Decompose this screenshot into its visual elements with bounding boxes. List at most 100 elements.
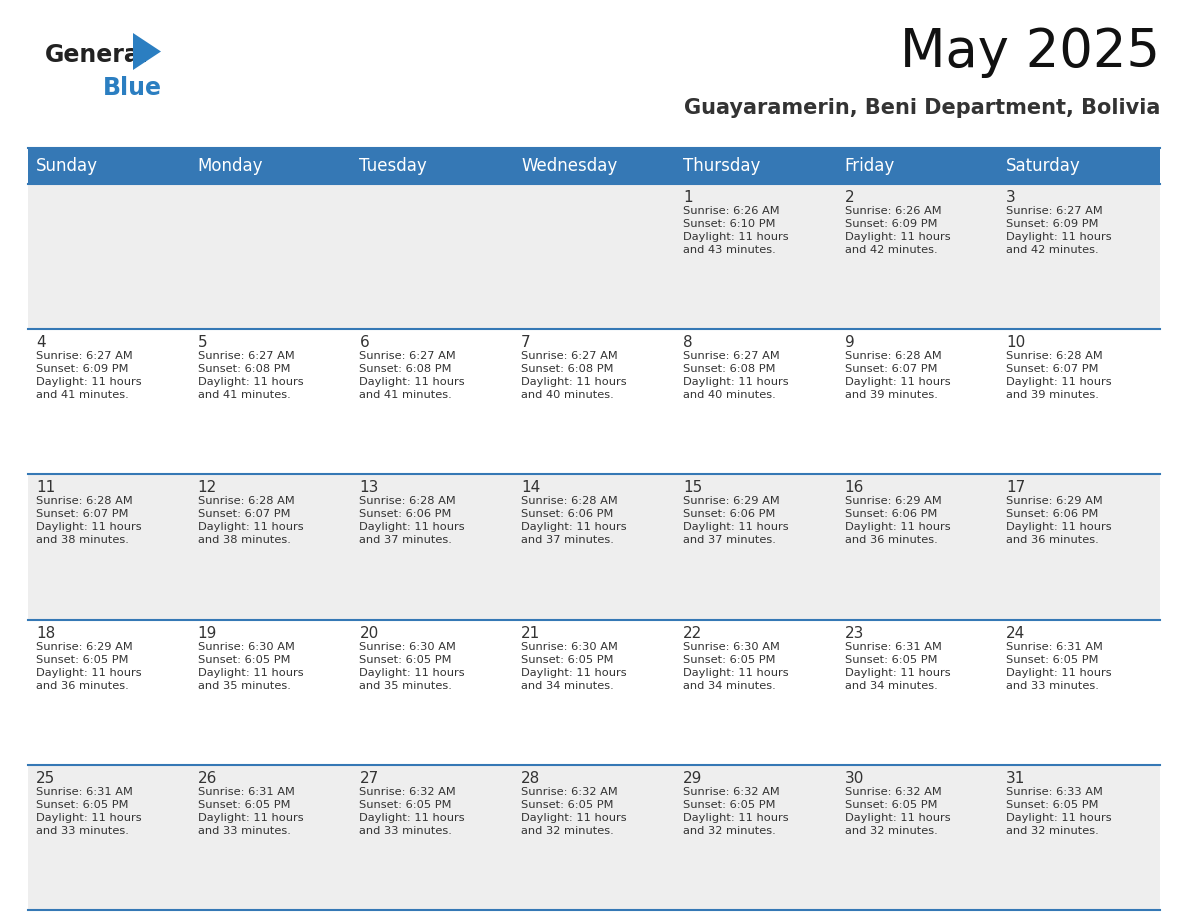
Text: Sunset: 6:06 PM: Sunset: 6:06 PM: [845, 509, 937, 520]
Text: 6: 6: [360, 335, 369, 350]
Text: Sunday: Sunday: [36, 157, 97, 175]
Text: Sunrise: 6:27 AM: Sunrise: 6:27 AM: [683, 352, 779, 361]
Text: 26: 26: [197, 771, 217, 786]
Text: Daylight: 11 hours: Daylight: 11 hours: [197, 377, 303, 387]
Bar: [29, 330, 190, 475]
Text: 14: 14: [522, 480, 541, 496]
Text: and 33 minutes.: and 33 minutes.: [36, 826, 128, 835]
Text: and 34 minutes.: and 34 minutes.: [845, 680, 937, 690]
Text: Sunrise: 6:28 AM: Sunrise: 6:28 AM: [845, 352, 941, 361]
Text: Sunset: 6:05 PM: Sunset: 6:05 PM: [683, 655, 776, 665]
Text: and 42 minutes.: and 42 minutes.: [845, 245, 937, 255]
Text: 11: 11: [36, 480, 56, 496]
Bar: [352, 765, 513, 910]
Text: Daylight: 11 hours: Daylight: 11 hours: [522, 377, 627, 387]
Bar: [998, 475, 1159, 620]
Text: Daylight: 11 hours: Daylight: 11 hours: [36, 377, 141, 387]
Text: 25: 25: [36, 771, 56, 786]
Bar: [29, 475, 190, 620]
Text: 31: 31: [1006, 771, 1025, 786]
Text: 24: 24: [1006, 625, 1025, 641]
Text: Sunset: 6:08 PM: Sunset: 6:08 PM: [683, 364, 776, 375]
Text: and 38 minutes.: and 38 minutes.: [197, 535, 291, 545]
Bar: [352, 330, 513, 475]
Text: Sunrise: 6:30 AM: Sunrise: 6:30 AM: [522, 642, 618, 652]
Text: Sunrise: 6:27 AM: Sunrise: 6:27 AM: [522, 352, 618, 361]
Text: Daylight: 11 hours: Daylight: 11 hours: [845, 522, 950, 532]
Bar: [513, 330, 675, 475]
Text: Sunrise: 6:29 AM: Sunrise: 6:29 AM: [845, 497, 941, 507]
Text: and 32 minutes.: and 32 minutes.: [522, 826, 614, 835]
Bar: [190, 330, 352, 475]
Text: and 33 minutes.: and 33 minutes.: [197, 826, 291, 835]
Text: Sunrise: 6:28 AM: Sunrise: 6:28 AM: [1006, 352, 1102, 361]
Text: Daylight: 11 hours: Daylight: 11 hours: [360, 522, 465, 532]
Text: May 2025: May 2025: [901, 26, 1159, 78]
Text: Daylight: 11 hours: Daylight: 11 hours: [1006, 812, 1112, 823]
Text: Sunset: 6:09 PM: Sunset: 6:09 PM: [36, 364, 128, 375]
Bar: [836, 184, 998, 330]
Text: and 39 minutes.: and 39 minutes.: [845, 390, 937, 400]
Text: Sunrise: 6:31 AM: Sunrise: 6:31 AM: [845, 642, 941, 652]
Text: Sunrise: 6:31 AM: Sunrise: 6:31 AM: [1006, 642, 1104, 652]
Bar: [675, 184, 836, 330]
Text: and 32 minutes.: and 32 minutes.: [1006, 826, 1099, 835]
Bar: [675, 765, 836, 910]
Text: Sunset: 6:07 PM: Sunset: 6:07 PM: [1006, 364, 1099, 375]
Text: Sunrise: 6:27 AM: Sunrise: 6:27 AM: [197, 352, 295, 361]
Text: Sunrise: 6:31 AM: Sunrise: 6:31 AM: [197, 787, 295, 797]
Text: 2: 2: [845, 190, 854, 205]
Text: and 32 minutes.: and 32 minutes.: [683, 826, 776, 835]
Text: Sunrise: 6:28 AM: Sunrise: 6:28 AM: [360, 497, 456, 507]
Text: Friday: Friday: [845, 157, 895, 175]
Text: Sunrise: 6:33 AM: Sunrise: 6:33 AM: [1006, 787, 1104, 797]
Text: Sunrise: 6:29 AM: Sunrise: 6:29 AM: [1006, 497, 1102, 507]
Text: Daylight: 11 hours: Daylight: 11 hours: [845, 667, 950, 677]
Bar: [513, 620, 675, 765]
Text: Tuesday: Tuesday: [360, 157, 428, 175]
Text: Daylight: 11 hours: Daylight: 11 hours: [197, 812, 303, 823]
Text: Sunset: 6:05 PM: Sunset: 6:05 PM: [522, 800, 614, 810]
Text: Monday: Monday: [197, 157, 264, 175]
Text: 19: 19: [197, 625, 217, 641]
Bar: [29, 184, 190, 330]
Bar: [29, 620, 190, 765]
Text: Sunrise: 6:31 AM: Sunrise: 6:31 AM: [36, 787, 133, 797]
Text: and 36 minutes.: and 36 minutes.: [1006, 535, 1099, 545]
Text: Sunset: 6:08 PM: Sunset: 6:08 PM: [197, 364, 290, 375]
Text: Daylight: 11 hours: Daylight: 11 hours: [845, 232, 950, 242]
Text: Sunset: 6:09 PM: Sunset: 6:09 PM: [845, 219, 937, 229]
Text: Sunrise: 6:26 AM: Sunrise: 6:26 AM: [845, 206, 941, 216]
Text: 4: 4: [36, 335, 45, 350]
Text: 22: 22: [683, 625, 702, 641]
Bar: [190, 620, 352, 765]
Text: Sunrise: 6:32 AM: Sunrise: 6:32 AM: [360, 787, 456, 797]
Text: Daylight: 11 hours: Daylight: 11 hours: [683, 667, 789, 677]
Text: 23: 23: [845, 625, 864, 641]
Text: Sunset: 6:06 PM: Sunset: 6:06 PM: [1006, 509, 1099, 520]
Text: Daylight: 11 hours: Daylight: 11 hours: [36, 522, 141, 532]
Text: Sunrise: 6:27 AM: Sunrise: 6:27 AM: [36, 352, 133, 361]
Text: Sunset: 6:05 PM: Sunset: 6:05 PM: [1006, 655, 1099, 665]
Text: Sunset: 6:07 PM: Sunset: 6:07 PM: [845, 364, 937, 375]
Text: Sunset: 6:05 PM: Sunset: 6:05 PM: [845, 800, 937, 810]
Text: Sunset: 6:07 PM: Sunset: 6:07 PM: [197, 509, 290, 520]
Text: Daylight: 11 hours: Daylight: 11 hours: [683, 812, 789, 823]
Text: Sunset: 6:06 PM: Sunset: 6:06 PM: [683, 509, 776, 520]
Text: Daylight: 11 hours: Daylight: 11 hours: [845, 377, 950, 387]
Text: 8: 8: [683, 335, 693, 350]
Text: 15: 15: [683, 480, 702, 496]
Text: 7: 7: [522, 335, 531, 350]
Text: 3: 3: [1006, 190, 1016, 205]
Text: Sunrise: 6:32 AM: Sunrise: 6:32 AM: [522, 787, 618, 797]
Text: and 36 minutes.: and 36 minutes.: [36, 680, 128, 690]
Text: 9: 9: [845, 335, 854, 350]
Text: Sunrise: 6:32 AM: Sunrise: 6:32 AM: [683, 787, 779, 797]
Text: and 35 minutes.: and 35 minutes.: [360, 680, 453, 690]
Text: and 32 minutes.: and 32 minutes.: [845, 826, 937, 835]
Bar: [836, 620, 998, 765]
Text: and 41 minutes.: and 41 minutes.: [36, 390, 128, 400]
Text: Daylight: 11 hours: Daylight: 11 hours: [522, 812, 627, 823]
Text: 27: 27: [360, 771, 379, 786]
Text: Sunset: 6:05 PM: Sunset: 6:05 PM: [197, 800, 290, 810]
